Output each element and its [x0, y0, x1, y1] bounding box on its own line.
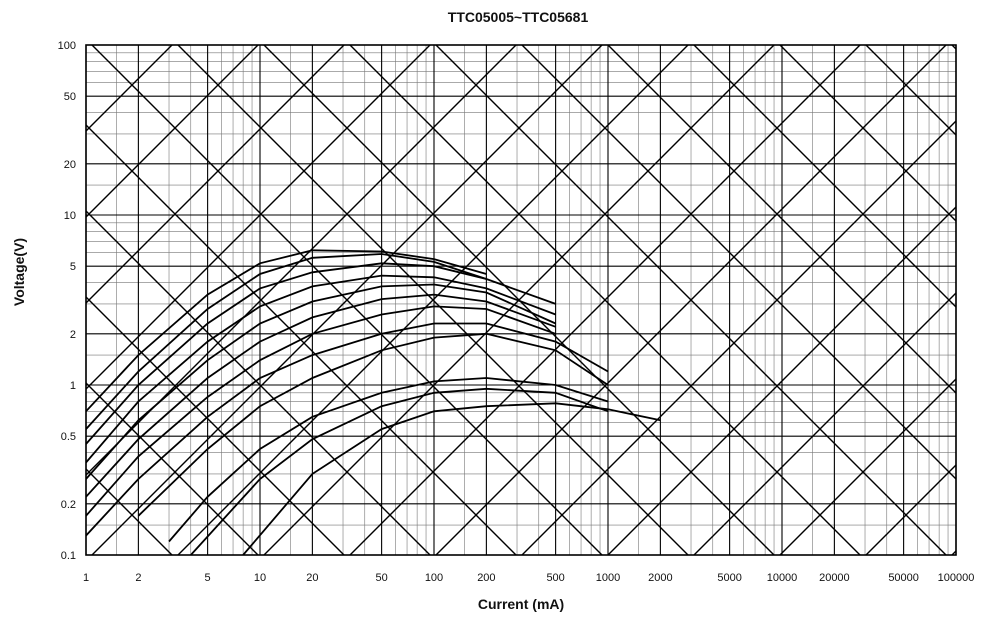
- power-line: [435, 45, 947, 555]
- chart-title: TTC05005~TTC05681: [448, 9, 589, 25]
- x-tick-label: 10000: [767, 572, 798, 584]
- x-tick-labels: 1 2 5 10 20 50 100 200 500 1000 2000 5000 10000 20000…: [83, 572, 974, 584]
- resistance-line: [86, 45, 345, 304]
- x-axis-label: Current (mA): [478, 596, 564, 612]
- x-tick-label: 10: [254, 572, 266, 584]
- resistance-line: [86, 45, 431, 390]
- x-tick-label: 20: [306, 572, 318, 584]
- series-curve-9: [137, 332, 609, 517]
- minor-grid: [86, 45, 956, 555]
- x-tick-label: 200: [477, 572, 495, 584]
- series-curve-1: [86, 249, 487, 412]
- diagonal-reference-lines: [86, 45, 956, 555]
- series-curve-7: [86, 305, 556, 517]
- series-curve-2: [86, 253, 487, 430]
- plot-frame: [85, 44, 957, 556]
- resistance-line: [865, 464, 956, 555]
- y-axis-label: Voltage(V): [11, 238, 27, 306]
- x-tick-label: 100: [425, 572, 443, 584]
- x-tick-label: 50000: [888, 572, 919, 584]
- power-line: [86, 468, 173, 555]
- y-tick-label: 10: [64, 210, 76, 222]
- x-tick-label: 2: [135, 572, 141, 584]
- y-tick-label: 20: [64, 159, 76, 171]
- power-line: [86, 210, 431, 555]
- power-line: [86, 296, 345, 555]
- x-tick-label: 5: [205, 572, 211, 584]
- series-curves: [86, 249, 661, 555]
- y-tick-label: 1: [70, 380, 76, 392]
- power-line: [349, 45, 861, 555]
- y-tick-label: 5: [70, 261, 76, 273]
- series-curve-8: [86, 322, 609, 537]
- y-tick-label: 2: [70, 329, 76, 341]
- series-curve-3: [86, 262, 556, 445]
- power-line: [779, 45, 956, 222]
- resistance-line: [779, 378, 956, 555]
- y-tick-label: 100: [58, 40, 76, 52]
- power-line: [521, 45, 956, 480]
- series-curve-6: [86, 293, 556, 498]
- series-curve-11: [190, 387, 609, 555]
- series-curve-10: [168, 377, 609, 543]
- power-line: [177, 45, 689, 555]
- power-line: [607, 45, 956, 394]
- power-line: [91, 45, 603, 555]
- resistance-line: [607, 206, 956, 555]
- x-tick-label: 100000: [938, 572, 975, 584]
- power-line: [865, 45, 956, 136]
- resistance-line: [86, 45, 259, 218]
- y-tick-label: 50: [64, 91, 76, 103]
- series-curve-12: [242, 402, 661, 555]
- y-tick-label: 0.2: [61, 499, 76, 511]
- x-tick-label: 1000: [596, 572, 620, 584]
- y-tick-label: 0.1: [61, 550, 76, 562]
- series-curve-5: [86, 283, 556, 480]
- x-tick-label: 2000: [648, 572, 672, 584]
- x-tick-label: 50: [375, 572, 387, 584]
- x-tick-label: 20000: [819, 572, 850, 584]
- power-line: [693, 45, 956, 308]
- power-line: [86, 124, 517, 555]
- y-tick-labels: 0.1 0.2 0.5 1 2 5 10 20 50 100: [58, 40, 76, 562]
- x-tick-label: 5000: [717, 572, 741, 584]
- resistance-line: [86, 45, 173, 132]
- resistance-line: [693, 292, 956, 555]
- major-grid: [85, 44, 957, 556]
- series-curve-4: [86, 274, 556, 464]
- power-line: [86, 382, 259, 555]
- x-tick-label: 500: [546, 572, 564, 584]
- x-tick-label: 1: [83, 572, 89, 584]
- y-tick-label: 0.5: [61, 431, 76, 443]
